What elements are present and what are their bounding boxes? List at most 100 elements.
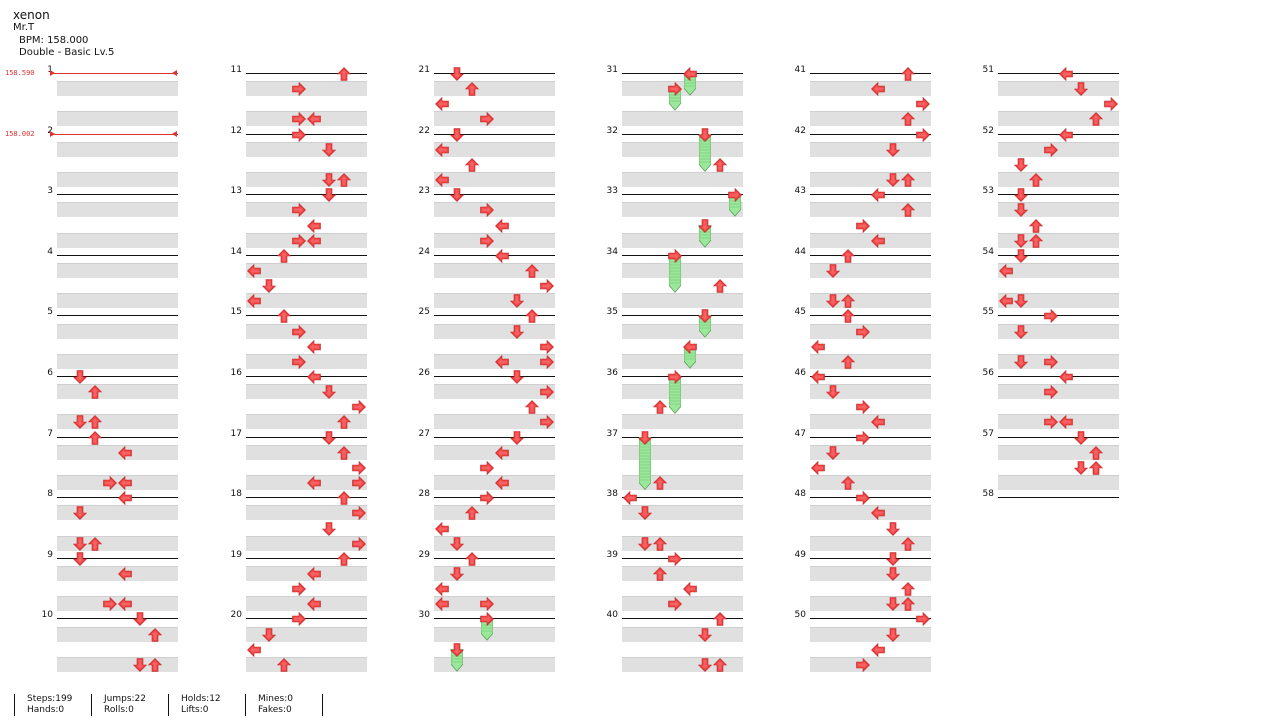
measure-number: 12 <box>230 125 242 136</box>
measure-line <box>246 73 367 74</box>
beat-band <box>57 414 178 430</box>
down-arrow-icon <box>449 642 464 657</box>
beat-band <box>57 656 178 672</box>
right-arrow-icon <box>668 551 682 567</box>
measure-line <box>622 497 743 499</box>
measure-number: 26 <box>418 368 430 378</box>
measure-line <box>57 436 178 438</box>
beat-band <box>434 293 555 309</box>
measure-number: 35 <box>606 307 618 318</box>
up-arrow-icon <box>712 278 728 293</box>
right-arrow-icon <box>352 460 367 476</box>
down-arrow-icon <box>321 172 337 187</box>
beat-band <box>246 626 367 642</box>
measure-number: 33 <box>606 186 618 197</box>
measure-line <box>998 497 1119 499</box>
jumps-count: Jumps:22 <box>104 694 147 704</box>
beat-band <box>57 172 178 188</box>
measure-line <box>998 436 1119 438</box>
down-arrow-icon <box>825 293 840 309</box>
right-arrow-icon <box>292 81 306 97</box>
beat-band <box>810 384 931 400</box>
beat-band <box>434 414 555 430</box>
measure-line <box>622 618 743 620</box>
song-bpm: BPM: 158.000 <box>19 35 89 46</box>
right-arrow-icon <box>480 111 494 127</box>
down-arrow-icon <box>885 551 901 566</box>
beat-band <box>810 202 931 218</box>
beat-band <box>246 172 367 188</box>
measure-line <box>810 315 931 317</box>
beat-band <box>998 172 1119 188</box>
up-arrow-icon <box>712 157 728 172</box>
measure-line <box>622 376 743 377</box>
beat-band <box>57 353 178 369</box>
down-arrow-icon <box>885 172 901 187</box>
beat-band <box>434 505 555 521</box>
left-arrow-icon <box>622 490 637 506</box>
measure-number: 51 <box>982 65 994 75</box>
beat-band <box>810 444 931 460</box>
beat-band <box>434 626 555 642</box>
beat-band <box>57 293 178 309</box>
measure-line <box>434 194 555 196</box>
measure-number: 7 <box>47 428 53 439</box>
left-arrow-icon <box>246 642 261 657</box>
beat-band <box>622 656 743 672</box>
down-arrow-icon <box>885 596 901 612</box>
beat-band <box>57 232 178 248</box>
down-arrow-icon <box>1013 293 1028 309</box>
measure-number: 3 <box>47 186 53 197</box>
measure-number: 8 <box>47 489 53 500</box>
right-arrow-icon <box>103 596 117 612</box>
measure-number: 49 <box>794 549 806 560</box>
measure-line <box>998 315 1119 317</box>
left-arrow-icon <box>118 566 132 582</box>
up-arrow-icon <box>712 611 728 627</box>
right-arrow-icon <box>856 490 870 506</box>
right-arrow-icon <box>668 596 682 612</box>
beat-band <box>998 323 1119 339</box>
up-arrow-icon <box>464 505 479 521</box>
measure-number: 4 <box>47 246 53 257</box>
right-arrow-icon <box>856 657 870 673</box>
down-arrow-icon <box>697 627 713 642</box>
measure-number: 19 <box>230 549 242 560</box>
beat-band <box>622 505 743 521</box>
left-arrow-icon <box>118 596 132 612</box>
left-arrow-icon <box>434 596 449 612</box>
beat-band <box>998 293 1119 309</box>
measure-line <box>246 497 367 499</box>
down-arrow-icon <box>697 127 713 142</box>
up-arrow-icon <box>652 536 667 551</box>
left-arrow-icon <box>871 233 885 248</box>
right-arrow-icon <box>480 202 494 218</box>
measure-number: 44 <box>794 246 806 257</box>
measure-line <box>622 557 743 559</box>
measure-line <box>998 133 1119 135</box>
left-arrow-icon <box>246 263 261 279</box>
measure-number: 11 <box>230 65 242 75</box>
measure-line <box>246 557 367 559</box>
left-arrow-icon <box>307 339 321 354</box>
measure-line <box>998 73 1119 74</box>
left-arrow-icon <box>1059 369 1073 385</box>
beat-band <box>246 384 367 400</box>
left-arrow-icon <box>683 581 697 597</box>
fakes-count: Fakes:0 <box>258 705 292 715</box>
right-arrow-icon <box>540 339 555 354</box>
down-arrow-icon <box>72 414 87 430</box>
beat-band <box>434 141 555 157</box>
down-arrow-icon <box>261 278 276 294</box>
measure-number: 10 <box>41 610 53 621</box>
beat-band <box>57 535 178 551</box>
right-arrow-icon <box>916 96 931 112</box>
left-arrow-icon <box>495 248 509 264</box>
lifts-count: Lifts:0 <box>181 705 209 715</box>
beat-band <box>57 596 178 612</box>
beat-band <box>434 81 555 97</box>
measure-line <box>246 254 367 256</box>
beat-band <box>434 444 555 460</box>
down-arrow-icon <box>637 505 652 521</box>
beat-band <box>810 414 931 430</box>
